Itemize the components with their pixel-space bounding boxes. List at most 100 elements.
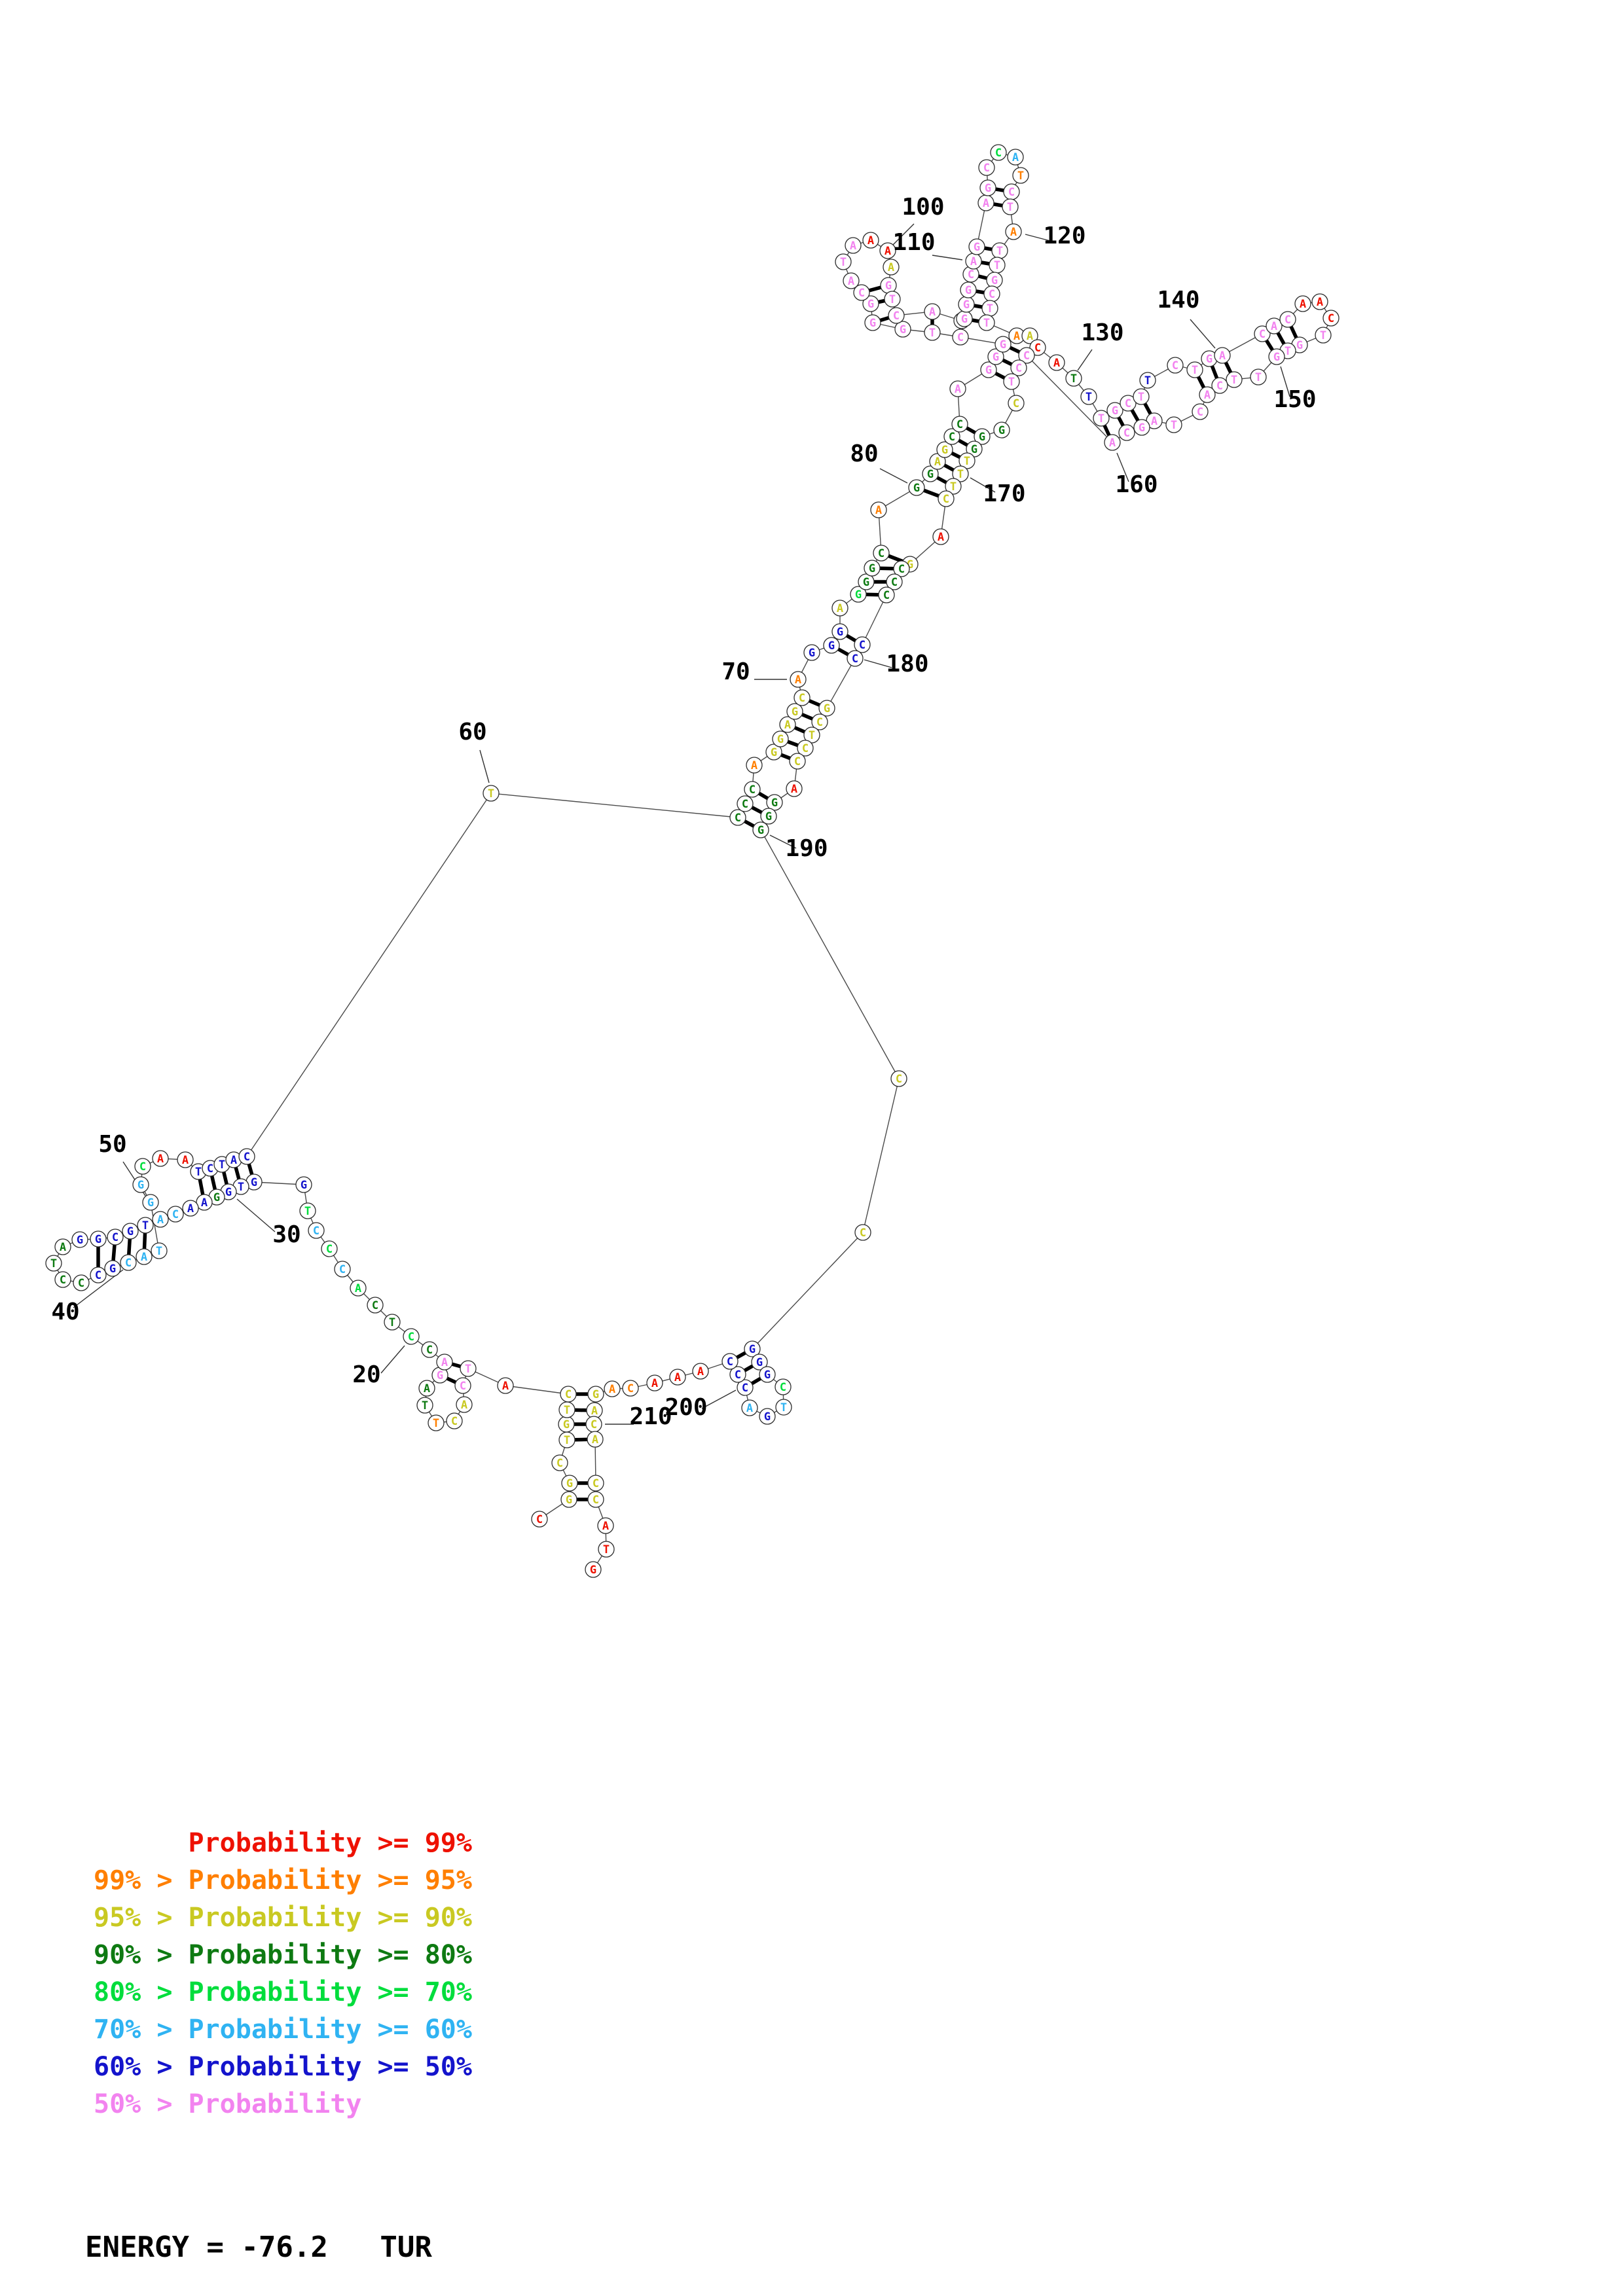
nucleotide-letter: C xyxy=(735,812,741,825)
nucleotide-letter: C xyxy=(883,589,890,602)
nucleotide xyxy=(1167,357,1184,374)
nucleotide-letter: C xyxy=(78,1277,84,1290)
nucleotide xyxy=(350,1280,367,1297)
nucleotide xyxy=(196,1194,213,1211)
nucleotide-letter: T xyxy=(929,327,936,340)
nucleotide-letter: T xyxy=(1231,374,1237,387)
nucleotide xyxy=(789,753,806,770)
nucleotide-letter: A xyxy=(424,1382,430,1395)
nucleotide-letter: A xyxy=(201,1196,208,1210)
nucleotide-letter: C xyxy=(60,1274,66,1287)
nucleotide xyxy=(873,545,890,562)
nucleotide-letter: A xyxy=(651,1377,658,1390)
nucleotide xyxy=(870,501,887,518)
nucleotide xyxy=(878,586,895,603)
nucleotide xyxy=(772,730,789,747)
nucleotide-letter: G xyxy=(985,182,991,195)
nucleotide-letter: C xyxy=(1023,350,1030,363)
nucleotide-letter: G xyxy=(749,1343,756,1356)
position-label: 210 xyxy=(629,1403,672,1430)
nucleotide xyxy=(924,324,941,341)
position-label: 180 xyxy=(886,651,928,677)
nucleotide xyxy=(894,321,911,338)
nucleotide xyxy=(497,1377,514,1394)
nucleotide-letter: G xyxy=(765,810,772,823)
nucleotide xyxy=(790,671,807,688)
position-label: 100 xyxy=(902,194,944,221)
nucleotide xyxy=(968,238,985,255)
nucleotide xyxy=(367,1297,384,1314)
nucleotide-letter: A xyxy=(784,719,791,732)
nucleotide xyxy=(104,1260,121,1277)
nucleotide xyxy=(167,1206,184,1223)
nucleotide xyxy=(737,795,754,812)
nucleotide xyxy=(883,259,900,276)
nucleotide-letter: G xyxy=(147,1196,154,1210)
nucleotide-letter: C xyxy=(326,1243,333,1256)
nucleotide-letter: G xyxy=(907,558,913,571)
legend-row-5: 70% > Probability >= 60% xyxy=(94,2015,472,2045)
position-label-line xyxy=(1190,319,1216,349)
nucleotide xyxy=(879,242,896,259)
nucleotide-letter: G xyxy=(979,431,985,444)
nucleotide xyxy=(1279,311,1296,328)
nucleotide xyxy=(1139,372,1156,389)
nucleotide xyxy=(831,600,848,617)
nucleotide-letter: T xyxy=(809,729,815,742)
nucleotide-letter: A xyxy=(157,1213,164,1227)
nucleotide-letter: T xyxy=(987,302,993,315)
nucleotide xyxy=(908,479,925,496)
nucleotide xyxy=(949,380,966,397)
nucleotide xyxy=(1018,347,1035,364)
nucleotide xyxy=(454,1377,471,1394)
nucleotide-letter: G xyxy=(855,588,862,601)
nucleotide-letter: A xyxy=(837,602,843,615)
nucleotide xyxy=(587,1431,604,1448)
nucleotide xyxy=(854,636,871,653)
nucleotide xyxy=(744,1340,761,1357)
nucleotide-letter: T xyxy=(840,256,847,269)
nucleotide-letter: C xyxy=(742,1382,748,1395)
nucleotide xyxy=(993,422,1010,439)
nucleotide-letter: T xyxy=(889,293,896,306)
nucleotide-letter: C xyxy=(749,783,756,797)
nucleotide-letter: C xyxy=(1008,186,1015,199)
nucleotide xyxy=(90,1266,107,1283)
nucleotide xyxy=(978,159,995,176)
nucleotide-letter: C xyxy=(780,1381,786,1394)
backbone-edge xyxy=(1026,355,1113,443)
nucleotide-letter: G xyxy=(828,639,835,653)
nucleotide-letter: G xyxy=(913,482,920,495)
nucleotide-letter: T xyxy=(50,1257,57,1270)
nucleotide xyxy=(692,1363,709,1380)
position-label: 150 xyxy=(1273,386,1316,413)
nucleotide-letter: C xyxy=(591,1418,597,1431)
nucleotide-letter: C xyxy=(1013,397,1019,410)
nucleotide-letter: G xyxy=(127,1225,134,1238)
nucleotide-letter: C xyxy=(957,331,964,344)
position-label: 170 xyxy=(983,480,1025,507)
nucleotide xyxy=(622,1380,639,1397)
nucleotide-letter: A xyxy=(795,673,801,687)
nucleotide-letter: T xyxy=(304,1205,311,1218)
nucleotide xyxy=(864,560,881,577)
nucleotide xyxy=(1199,386,1216,403)
position-label-line xyxy=(932,255,963,260)
nucleotide xyxy=(238,1148,255,1165)
legend-row-0: Probability >= 99% xyxy=(94,1828,472,1858)
nucleotide xyxy=(1007,149,1024,166)
nucleotide-letter: G xyxy=(77,1234,83,1247)
nucleotide xyxy=(136,1248,153,1265)
nucleotide-letter: C xyxy=(593,1477,599,1490)
nucleotide xyxy=(1165,416,1182,433)
nucleotide xyxy=(137,1217,154,1234)
nucleotide xyxy=(1294,295,1311,312)
nucleotide-letter: G xyxy=(437,1369,443,1382)
nucleotide xyxy=(936,441,953,458)
nucleotide-letter: G xyxy=(792,706,798,719)
nucleotide xyxy=(978,314,995,331)
nucleotide xyxy=(151,1242,168,1259)
nucleotide xyxy=(1266,317,1283,334)
